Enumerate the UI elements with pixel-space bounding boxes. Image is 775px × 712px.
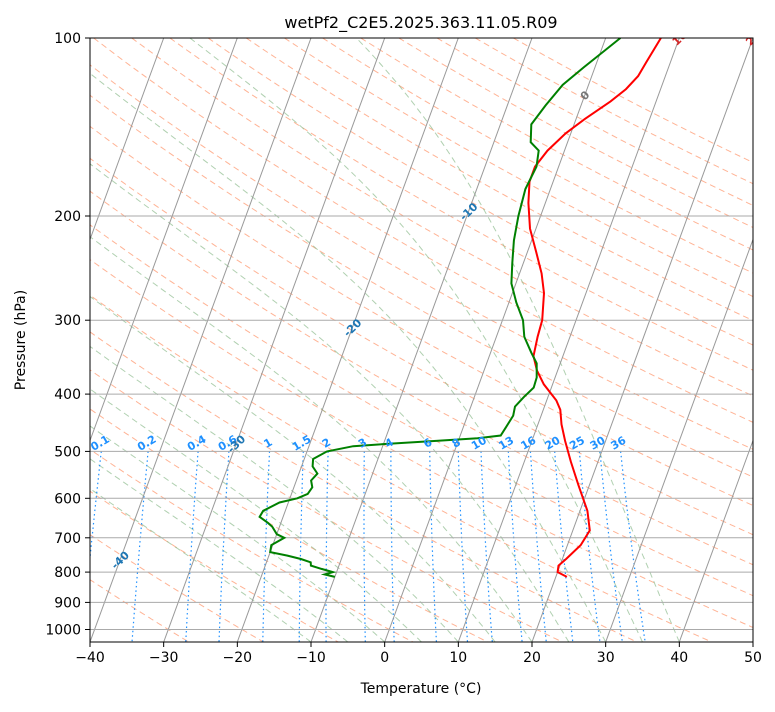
y-axis-label: Pressure (hPa) — [13, 290, 29, 390]
y-tick-label: 800 — [54, 565, 81, 581]
y-tick-label: 900 — [54, 595, 81, 611]
x-tick-label: 40 — [670, 650, 688, 666]
x-tick-label: −20 — [223, 650, 253, 666]
x-tick-label: 0 — [380, 650, 389, 666]
x-tick-label: 50 — [744, 650, 762, 666]
x-tick-label: −10 — [296, 650, 326, 666]
y-tick-label: 400 — [54, 387, 81, 403]
y-tick-label: 300 — [54, 313, 81, 329]
x-tick-label: 20 — [523, 650, 541, 666]
x-tick-label: −30 — [149, 650, 179, 666]
y-tick-label: 100 — [54, 31, 81, 47]
y-tick-label: 200 — [54, 209, 81, 225]
y-tick-label: 700 — [54, 531, 81, 547]
chart-title: wetPf2_C2E5.2025.363.11.05.R09 — [284, 13, 557, 33]
y-tick-label: 600 — [54, 491, 81, 507]
y-tick-label: 500 — [54, 444, 81, 460]
x-tick-label: −40 — [75, 650, 105, 666]
y-tick-label: 1000 — [45, 623, 81, 639]
x-tick-label: 10 — [449, 650, 467, 666]
x-tick-label: 30 — [597, 650, 615, 666]
x-axis-label: Temperature (°C) — [360, 681, 482, 697]
